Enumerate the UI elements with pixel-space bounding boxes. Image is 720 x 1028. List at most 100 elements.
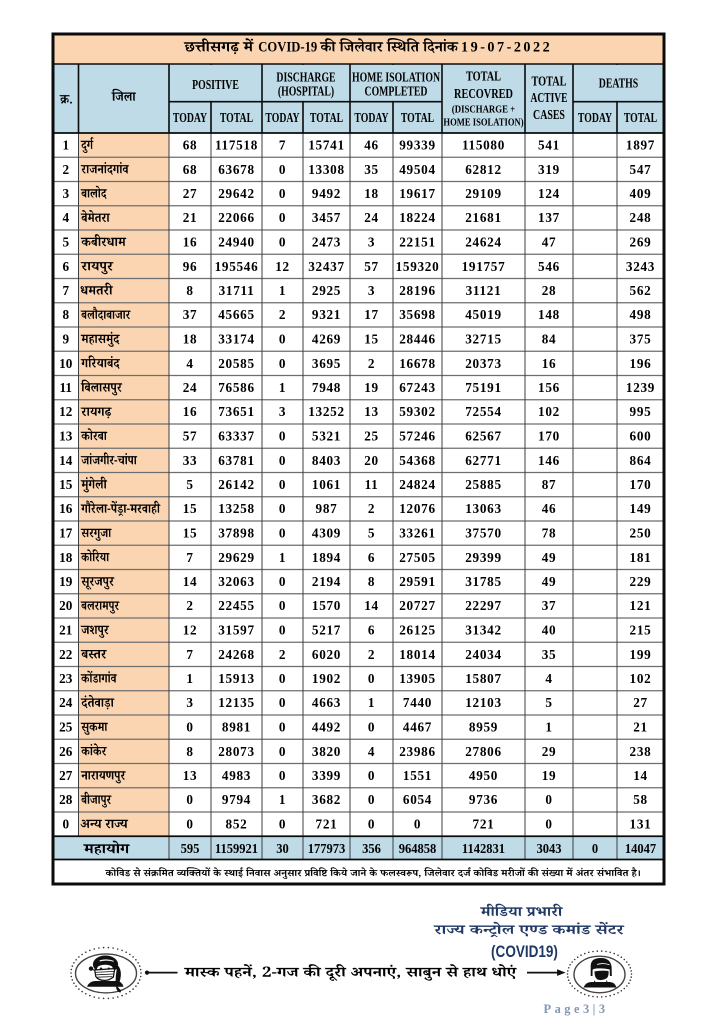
svg-text:12: 12 bbox=[275, 259, 290, 274]
svg-text:2: 2 bbox=[279, 307, 286, 322]
svg-text:541: 541 bbox=[538, 138, 560, 153]
svg-text:195546: 195546 bbox=[215, 259, 259, 274]
svg-text:181: 181 bbox=[630, 550, 652, 565]
svg-text:156: 156 bbox=[538, 380, 560, 395]
svg-text:13: 13 bbox=[364, 404, 379, 419]
svg-text:7: 7 bbox=[279, 138, 286, 153]
svg-text:24: 24 bbox=[183, 380, 198, 395]
svg-text:(COVID19): (COVID19) bbox=[491, 943, 558, 962]
svg-text:29109: 29109 bbox=[465, 186, 501, 201]
svg-text:15: 15 bbox=[364, 332, 379, 347]
svg-text:13258: 13258 bbox=[218, 501, 254, 516]
svg-text:248: 248 bbox=[630, 210, 652, 225]
svg-text:375: 375 bbox=[630, 332, 652, 347]
svg-text:4663: 4663 bbox=[312, 695, 341, 710]
svg-text:4467: 4467 bbox=[403, 720, 432, 735]
svg-text:25: 25 bbox=[364, 429, 379, 444]
svg-text:CASES: CASES bbox=[533, 108, 565, 123]
svg-text:35698: 35698 bbox=[399, 307, 435, 322]
svg-text:1061: 1061 bbox=[312, 477, 341, 492]
svg-text:62812: 62812 bbox=[465, 162, 501, 177]
svg-text:1894: 1894 bbox=[312, 550, 341, 565]
svg-text:6054: 6054 bbox=[403, 792, 432, 807]
svg-text:24624: 24624 bbox=[465, 235, 501, 250]
svg-text:191757: 191757 bbox=[462, 259, 506, 274]
svg-text:11: 11 bbox=[60, 380, 72, 395]
svg-text:3: 3 bbox=[186, 695, 193, 710]
svg-text:99339: 99339 bbox=[399, 138, 435, 153]
svg-text:3: 3 bbox=[279, 404, 286, 419]
svg-text:0: 0 bbox=[186, 817, 193, 832]
svg-text:22: 22 bbox=[59, 647, 73, 662]
svg-text:1: 1 bbox=[186, 671, 193, 686]
svg-text:26142: 26142 bbox=[218, 477, 254, 492]
svg-text:P a g e 3 | 3: P a g e 3 | 3 bbox=[544, 1002, 606, 1016]
svg-text:13: 13 bbox=[183, 768, 198, 783]
svg-text:47: 47 bbox=[542, 235, 557, 250]
svg-text:148: 148 bbox=[538, 307, 560, 322]
svg-text:15: 15 bbox=[183, 501, 198, 516]
svg-text:TODAY: TODAY bbox=[173, 111, 208, 126]
svg-text:19: 19 bbox=[542, 768, 557, 783]
svg-text:32063: 32063 bbox=[218, 574, 254, 589]
svg-text:137: 137 bbox=[538, 210, 560, 225]
svg-text:4950: 4950 bbox=[469, 768, 498, 783]
svg-text:547: 547 bbox=[630, 162, 652, 177]
svg-text:75191: 75191 bbox=[465, 380, 501, 395]
svg-text:177973: 177973 bbox=[308, 842, 346, 856]
svg-text:29: 29 bbox=[542, 744, 557, 759]
svg-text:2: 2 bbox=[368, 501, 375, 516]
svg-text:15741: 15741 bbox=[308, 138, 344, 153]
svg-text:16: 16 bbox=[542, 356, 557, 371]
svg-text:TOTAL: TOTAL bbox=[624, 111, 658, 126]
svg-text:269: 269 bbox=[630, 235, 652, 250]
svg-text:0: 0 bbox=[368, 817, 375, 832]
svg-text:HOME ISOLATION: HOME ISOLATION bbox=[352, 70, 441, 85]
svg-text:TODAY: TODAY bbox=[578, 111, 613, 126]
svg-text:96: 96 bbox=[183, 259, 198, 274]
svg-text:11: 11 bbox=[365, 477, 379, 492]
svg-text:1159921: 1159921 bbox=[215, 842, 258, 856]
svg-text:3399: 3399 bbox=[312, 768, 341, 783]
svg-text:31597: 31597 bbox=[218, 623, 254, 638]
svg-text:3: 3 bbox=[368, 235, 375, 250]
svg-text:3695: 3695 bbox=[312, 356, 341, 371]
svg-text:49: 49 bbox=[542, 550, 557, 565]
svg-text:319: 319 bbox=[538, 162, 560, 177]
svg-text:146: 146 bbox=[538, 453, 560, 468]
svg-text:67243: 67243 bbox=[399, 380, 435, 395]
svg-text:63678: 63678 bbox=[218, 162, 254, 177]
svg-text:987: 987 bbox=[316, 501, 338, 516]
svg-text:12135: 12135 bbox=[218, 695, 254, 710]
svg-text:24268: 24268 bbox=[218, 647, 254, 662]
svg-text:32715: 32715 bbox=[465, 332, 501, 347]
svg-text:2: 2 bbox=[62, 162, 69, 177]
svg-text:2925: 2925 bbox=[312, 283, 341, 298]
svg-text:13: 13 bbox=[59, 429, 73, 444]
svg-text:DEATHS: DEATHS bbox=[599, 76, 638, 91]
svg-text:3820: 3820 bbox=[312, 744, 341, 759]
svg-text:26125: 26125 bbox=[399, 623, 435, 638]
svg-text:9794: 9794 bbox=[222, 792, 251, 807]
svg-text:HOME ISOLATION): HOME ISOLATION) bbox=[443, 116, 523, 128]
svg-text:87: 87 bbox=[542, 477, 557, 492]
svg-text:9321: 9321 bbox=[312, 307, 341, 322]
svg-text:15: 15 bbox=[183, 526, 198, 541]
svg-text:33174: 33174 bbox=[218, 332, 254, 347]
svg-text:78: 78 bbox=[542, 526, 557, 541]
svg-text:2473: 2473 bbox=[312, 235, 341, 250]
svg-text:0: 0 bbox=[186, 792, 193, 807]
svg-text:0: 0 bbox=[414, 817, 421, 832]
svg-text:57: 57 bbox=[183, 429, 198, 444]
svg-text:33261: 33261 bbox=[399, 526, 435, 541]
svg-text:31785: 31785 bbox=[465, 574, 501, 589]
svg-text:TOTAL: TOTAL bbox=[401, 111, 435, 126]
svg-text:115080: 115080 bbox=[462, 138, 505, 153]
svg-text:19-07-2022: 19-07-2022 bbox=[461, 40, 552, 56]
svg-text:31342: 31342 bbox=[465, 623, 501, 638]
svg-text:COVID-19: COVID-19 bbox=[258, 39, 317, 55]
svg-text:45665: 45665 bbox=[218, 307, 254, 322]
svg-text:31711: 31711 bbox=[219, 283, 255, 298]
svg-text:35: 35 bbox=[542, 647, 557, 662]
svg-text:0: 0 bbox=[368, 720, 375, 735]
